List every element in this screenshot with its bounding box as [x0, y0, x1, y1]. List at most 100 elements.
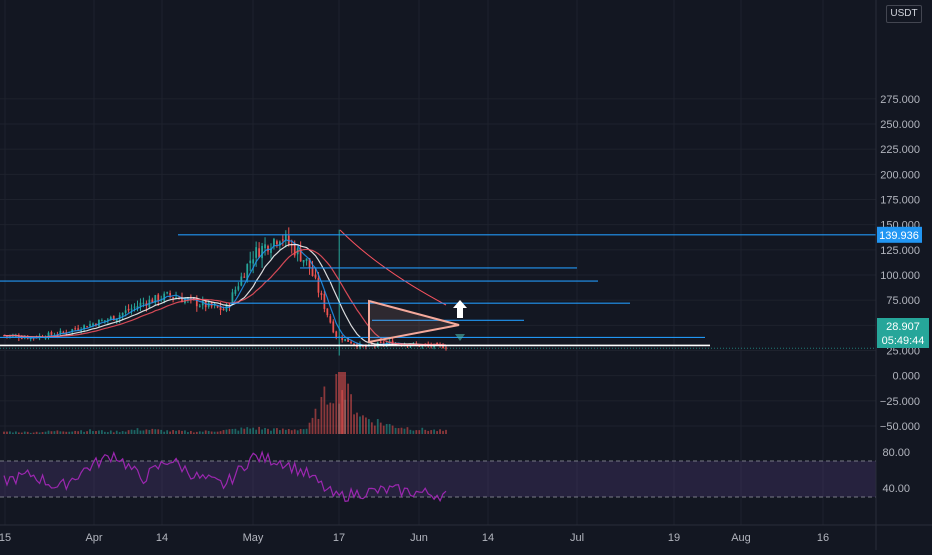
candle-body	[154, 295, 157, 303]
candle-body	[62, 331, 65, 333]
price-badge	[877, 318, 929, 348]
candle-body	[106, 319, 109, 321]
volume-bar	[115, 430, 118, 434]
volume-bar	[367, 419, 370, 434]
volume-bar	[320, 397, 323, 434]
volume-bar	[249, 428, 252, 434]
volume-bar	[424, 429, 427, 434]
price-tick-label: 225.000	[880, 144, 920, 156]
volume-bar	[172, 430, 174, 434]
candle-body	[302, 260, 305, 263]
volume-bar	[23, 431, 26, 434]
volume-bar	[201, 431, 204, 434]
volume-bar	[231, 428, 234, 434]
rsi-tick-label: 80.00	[882, 447, 910, 459]
volume-bar	[445, 429, 447, 434]
candle-body	[270, 248, 272, 253]
volume-bar	[415, 430, 418, 434]
date-tick-label: 17	[333, 532, 345, 544]
volume-bar	[243, 428, 246, 434]
volume-bar	[365, 417, 367, 434]
triangle-pattern	[368, 299, 460, 344]
volume-bar	[136, 428, 139, 434]
volume-bar	[261, 429, 263, 434]
volume-bar	[80, 430, 83, 434]
volume-bar	[412, 430, 415, 434]
volume-bar	[29, 432, 32, 434]
candle-body	[112, 315, 115, 321]
candle-body	[118, 315, 121, 319]
volume-bar	[350, 394, 352, 434]
candle-body	[181, 297, 183, 303]
volume-bar	[14, 431, 17, 434]
volume-bar	[400, 427, 403, 434]
candle-body	[201, 300, 204, 306]
candle-body	[77, 328, 80, 331]
candle-body	[103, 320, 106, 322]
volume-bar	[379, 422, 382, 434]
ma-slow-extension	[339, 229, 447, 306]
volume-bar	[290, 430, 293, 434]
volume-bar	[9, 431, 11, 434]
volume-bar	[83, 431, 85, 434]
volume-bar	[89, 429, 91, 434]
volume-bar	[127, 430, 130, 434]
candle-body	[139, 302, 142, 307]
price-tick-label: 175.000	[880, 195, 920, 207]
volume-bar	[335, 374, 338, 434]
volume-bar	[403, 428, 406, 434]
volume-bar	[175, 430, 177, 434]
candle-body	[341, 337, 344, 340]
candle-body	[320, 292, 323, 296]
price-tick-label: 200.000	[880, 169, 920, 181]
volume-bar	[427, 430, 430, 434]
grid-lines	[0, 0, 876, 525]
volume-bar	[323, 386, 326, 434]
price-tick-label: −50.000	[880, 421, 920, 433]
currency-unit-label[interactable]: USDT	[886, 5, 922, 23]
candle-body	[163, 293, 166, 301]
date-tick-label: Aug	[731, 532, 751, 544]
level-badge-label: 139.936	[879, 230, 919, 242]
volume-bar	[130, 429, 133, 434]
candle-body	[124, 310, 127, 313]
volume-bar	[394, 427, 397, 434]
price-tick-label: 100.000	[880, 270, 920, 282]
date-tick-label: May	[243, 532, 264, 544]
candle-body	[142, 302, 145, 304]
volume-bar	[430, 430, 433, 434]
candle-body	[258, 248, 260, 258]
date-tick-label: 16	[817, 532, 829, 544]
volume-bar	[195, 431, 198, 434]
rsi-tick-label: 40.00	[882, 483, 910, 495]
rsi-line	[3, 450, 447, 503]
volume-bar	[329, 402, 332, 434]
volume-bar	[109, 430, 112, 434]
candle-body	[287, 235, 290, 244]
date-tick-label: Jul	[570, 532, 584, 544]
volume-bars	[3, 374, 447, 434]
candle-body	[255, 247, 258, 258]
volume-bar	[178, 430, 180, 434]
candle-body	[98, 319, 100, 327]
candle-body	[442, 345, 444, 349]
volume-bar	[276, 428, 278, 434]
candle-body	[261, 245, 263, 259]
volume-bar	[198, 431, 201, 434]
candle-body	[353, 343, 355, 345]
volume-bar	[347, 383, 349, 434]
volume-bar	[41, 432, 44, 434]
volume-bar	[154, 429, 157, 434]
volume-bar	[20, 432, 23, 434]
candle-body	[44, 337, 47, 339]
volume-bar	[216, 431, 219, 434]
volume-bar	[26, 431, 29, 434]
volume-bar	[388, 424, 391, 434]
volume-bar	[95, 431, 97, 434]
candle-body	[317, 278, 320, 293]
price-tick-label: 250.000	[880, 119, 920, 131]
candle-body	[157, 294, 160, 302]
candle-body	[86, 326, 88, 328]
